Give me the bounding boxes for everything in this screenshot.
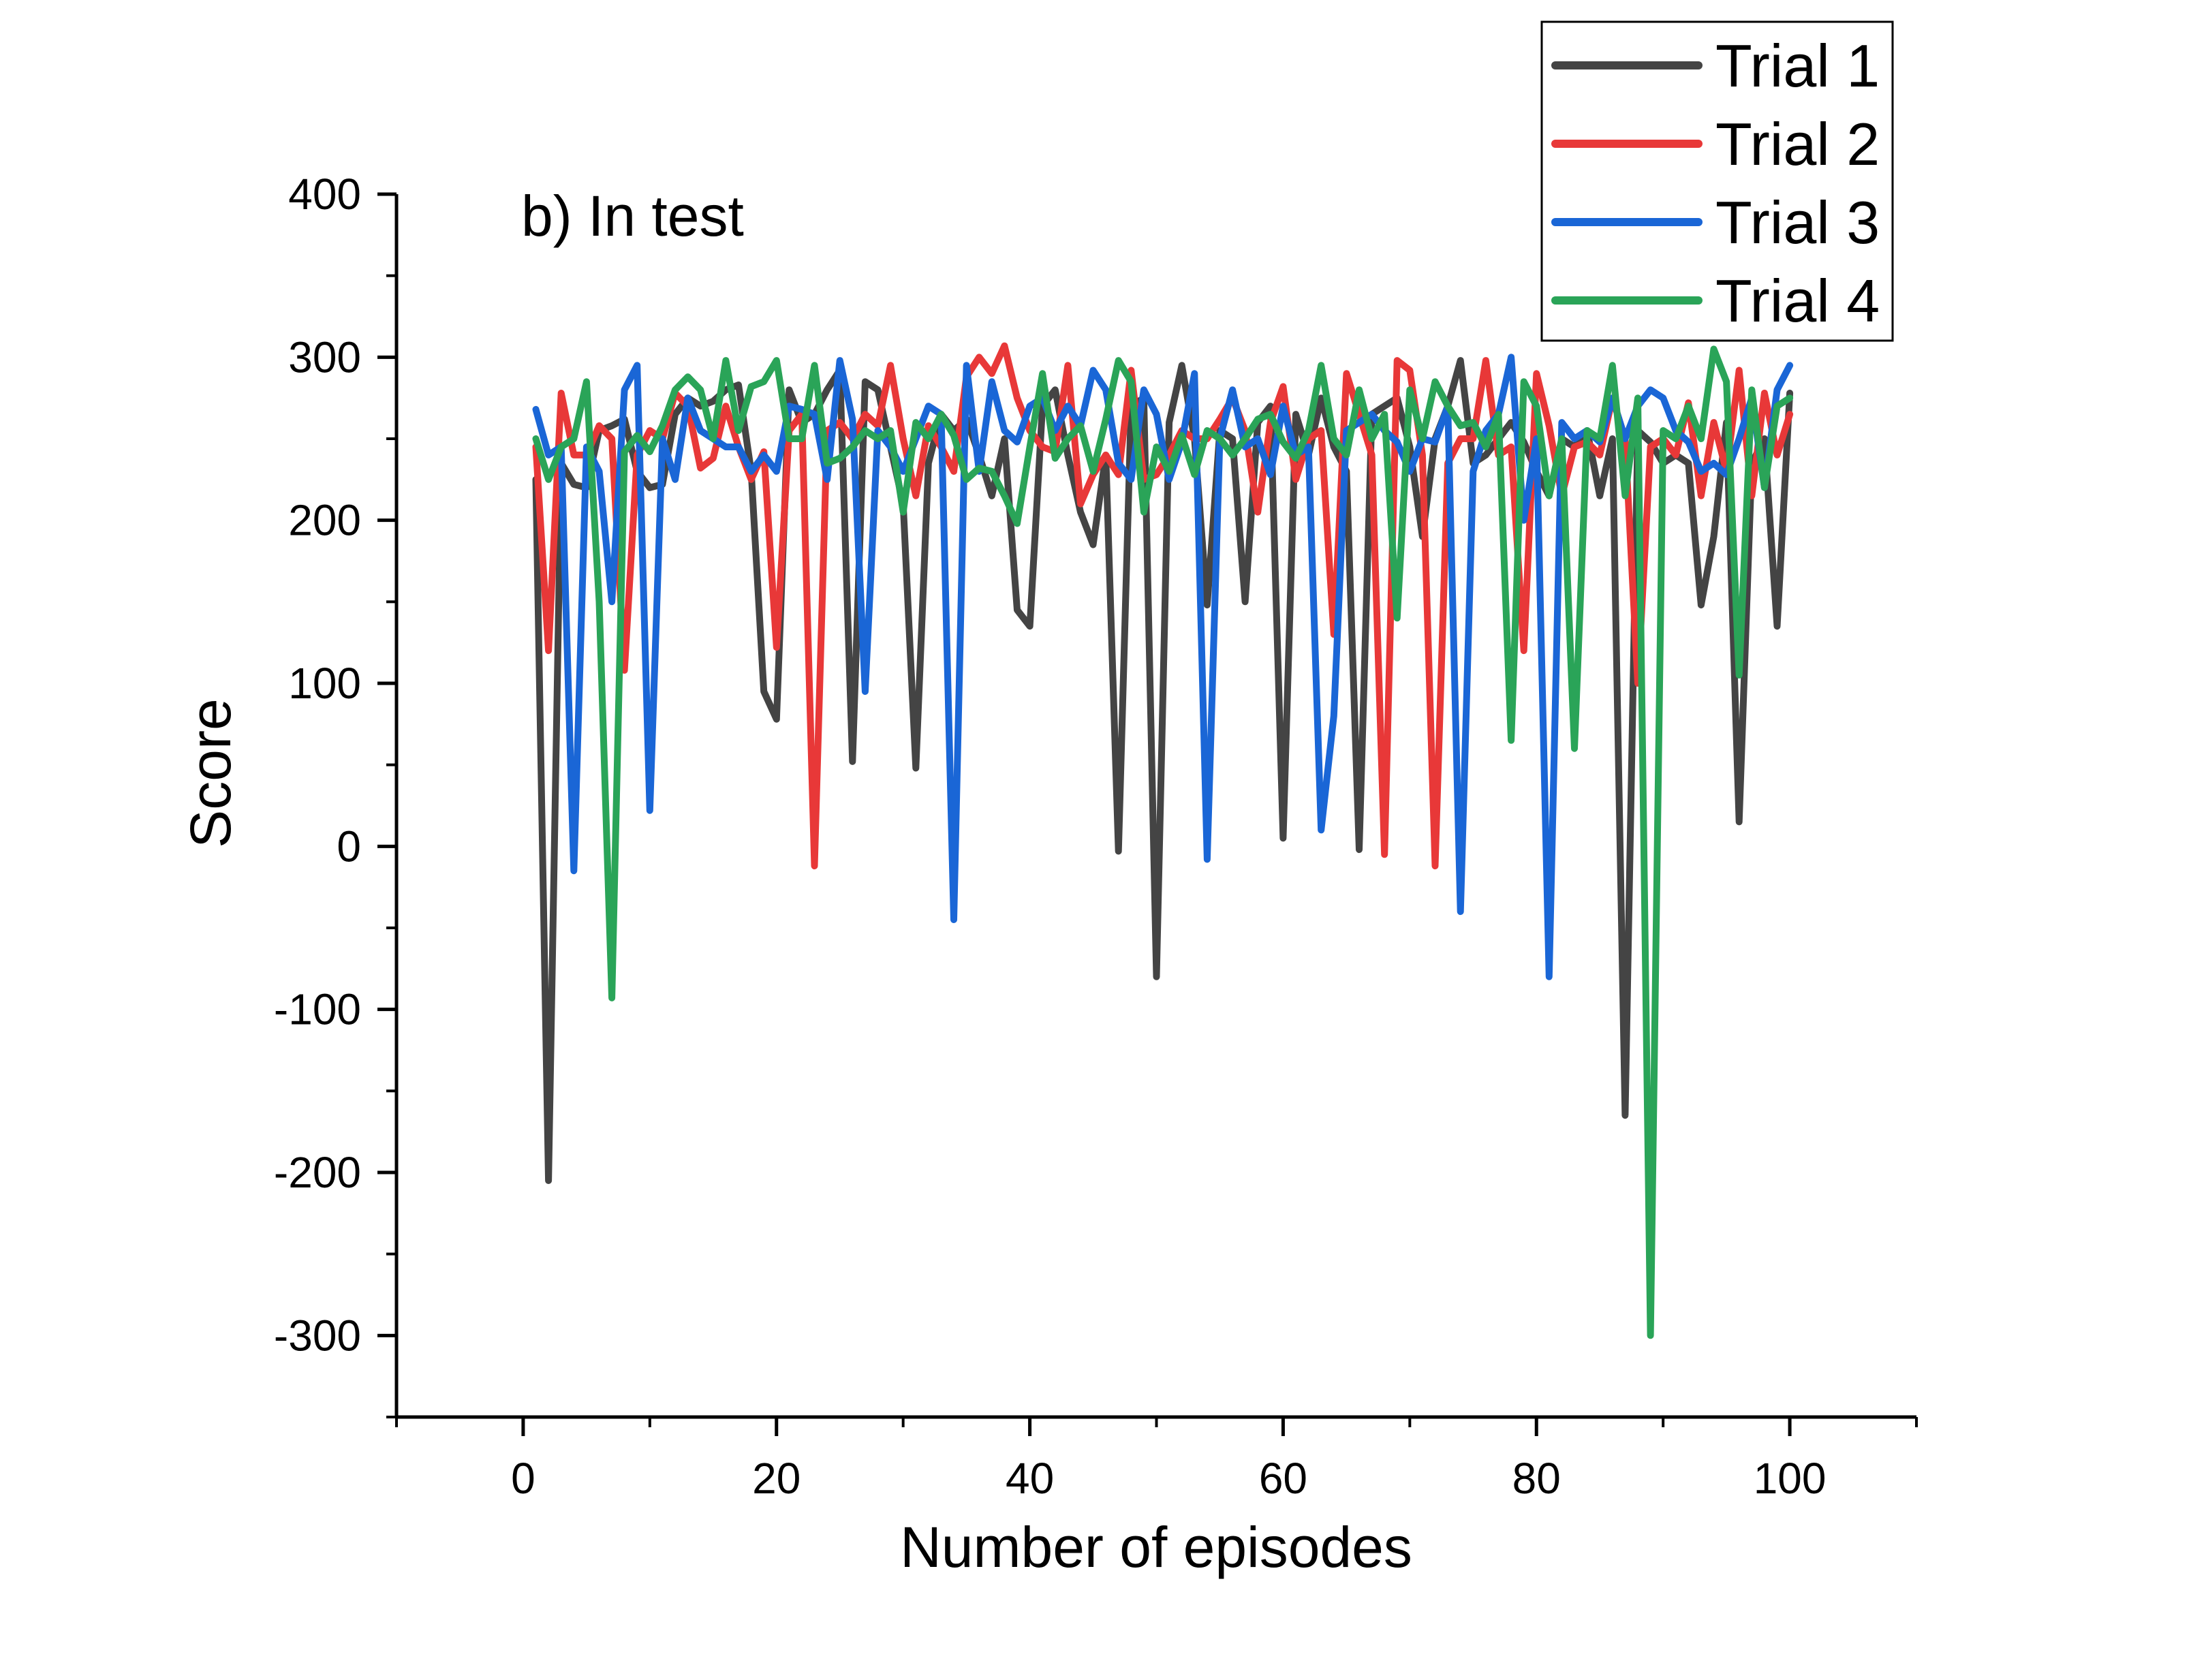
x-tick-label: 100 <box>1754 1454 1827 1503</box>
x-tick-label: 0 <box>511 1454 535 1503</box>
y-tick-label: 400 <box>288 170 361 219</box>
series-line-4 <box>532 345 1794 1339</box>
legend-box <box>1540 20 1894 342</box>
legend-label-2: Trial 2 <box>1715 110 1880 178</box>
x-tick-label: 20 <box>752 1454 801 1503</box>
series-line-3 <box>532 354 1794 980</box>
chart-annotation: b) In test <box>521 184 744 248</box>
series-line-1 <box>532 357 1794 1184</box>
axes-layer: -300 -200 -100 0 100 200 300 400 0 20 40 60 80 100 <box>274 170 1918 1503</box>
x-axis-title: Number of episodes <box>900 1515 1412 1579</box>
x-tick-label: 40 <box>1006 1454 1054 1503</box>
x-tick-label: 80 <box>1512 1454 1561 1503</box>
y-axis-title: Score <box>178 698 243 847</box>
legend-label-1: Trial 1 <box>1715 32 1880 99</box>
y-tick-label: 300 <box>288 332 361 382</box>
y-tick-label: 0 <box>337 822 361 871</box>
y-tick-label: 200 <box>288 496 361 545</box>
legend-label-3: Trial 3 <box>1715 189 1880 256</box>
y-tick-label: -200 <box>274 1148 361 1197</box>
series-layer <box>532 342 1794 1339</box>
y-tick-label: -100 <box>274 985 361 1034</box>
legend: Trial 1 Trial 2 Trial 3 Trial 4 <box>1540 20 1894 342</box>
legend-label-4: Trial 4 <box>1715 267 1880 335</box>
y-tick-label: -300 <box>274 1311 361 1360</box>
x-tick-label: 60 <box>1259 1454 1307 1503</box>
y-tick-label: 100 <box>288 659 361 708</box>
